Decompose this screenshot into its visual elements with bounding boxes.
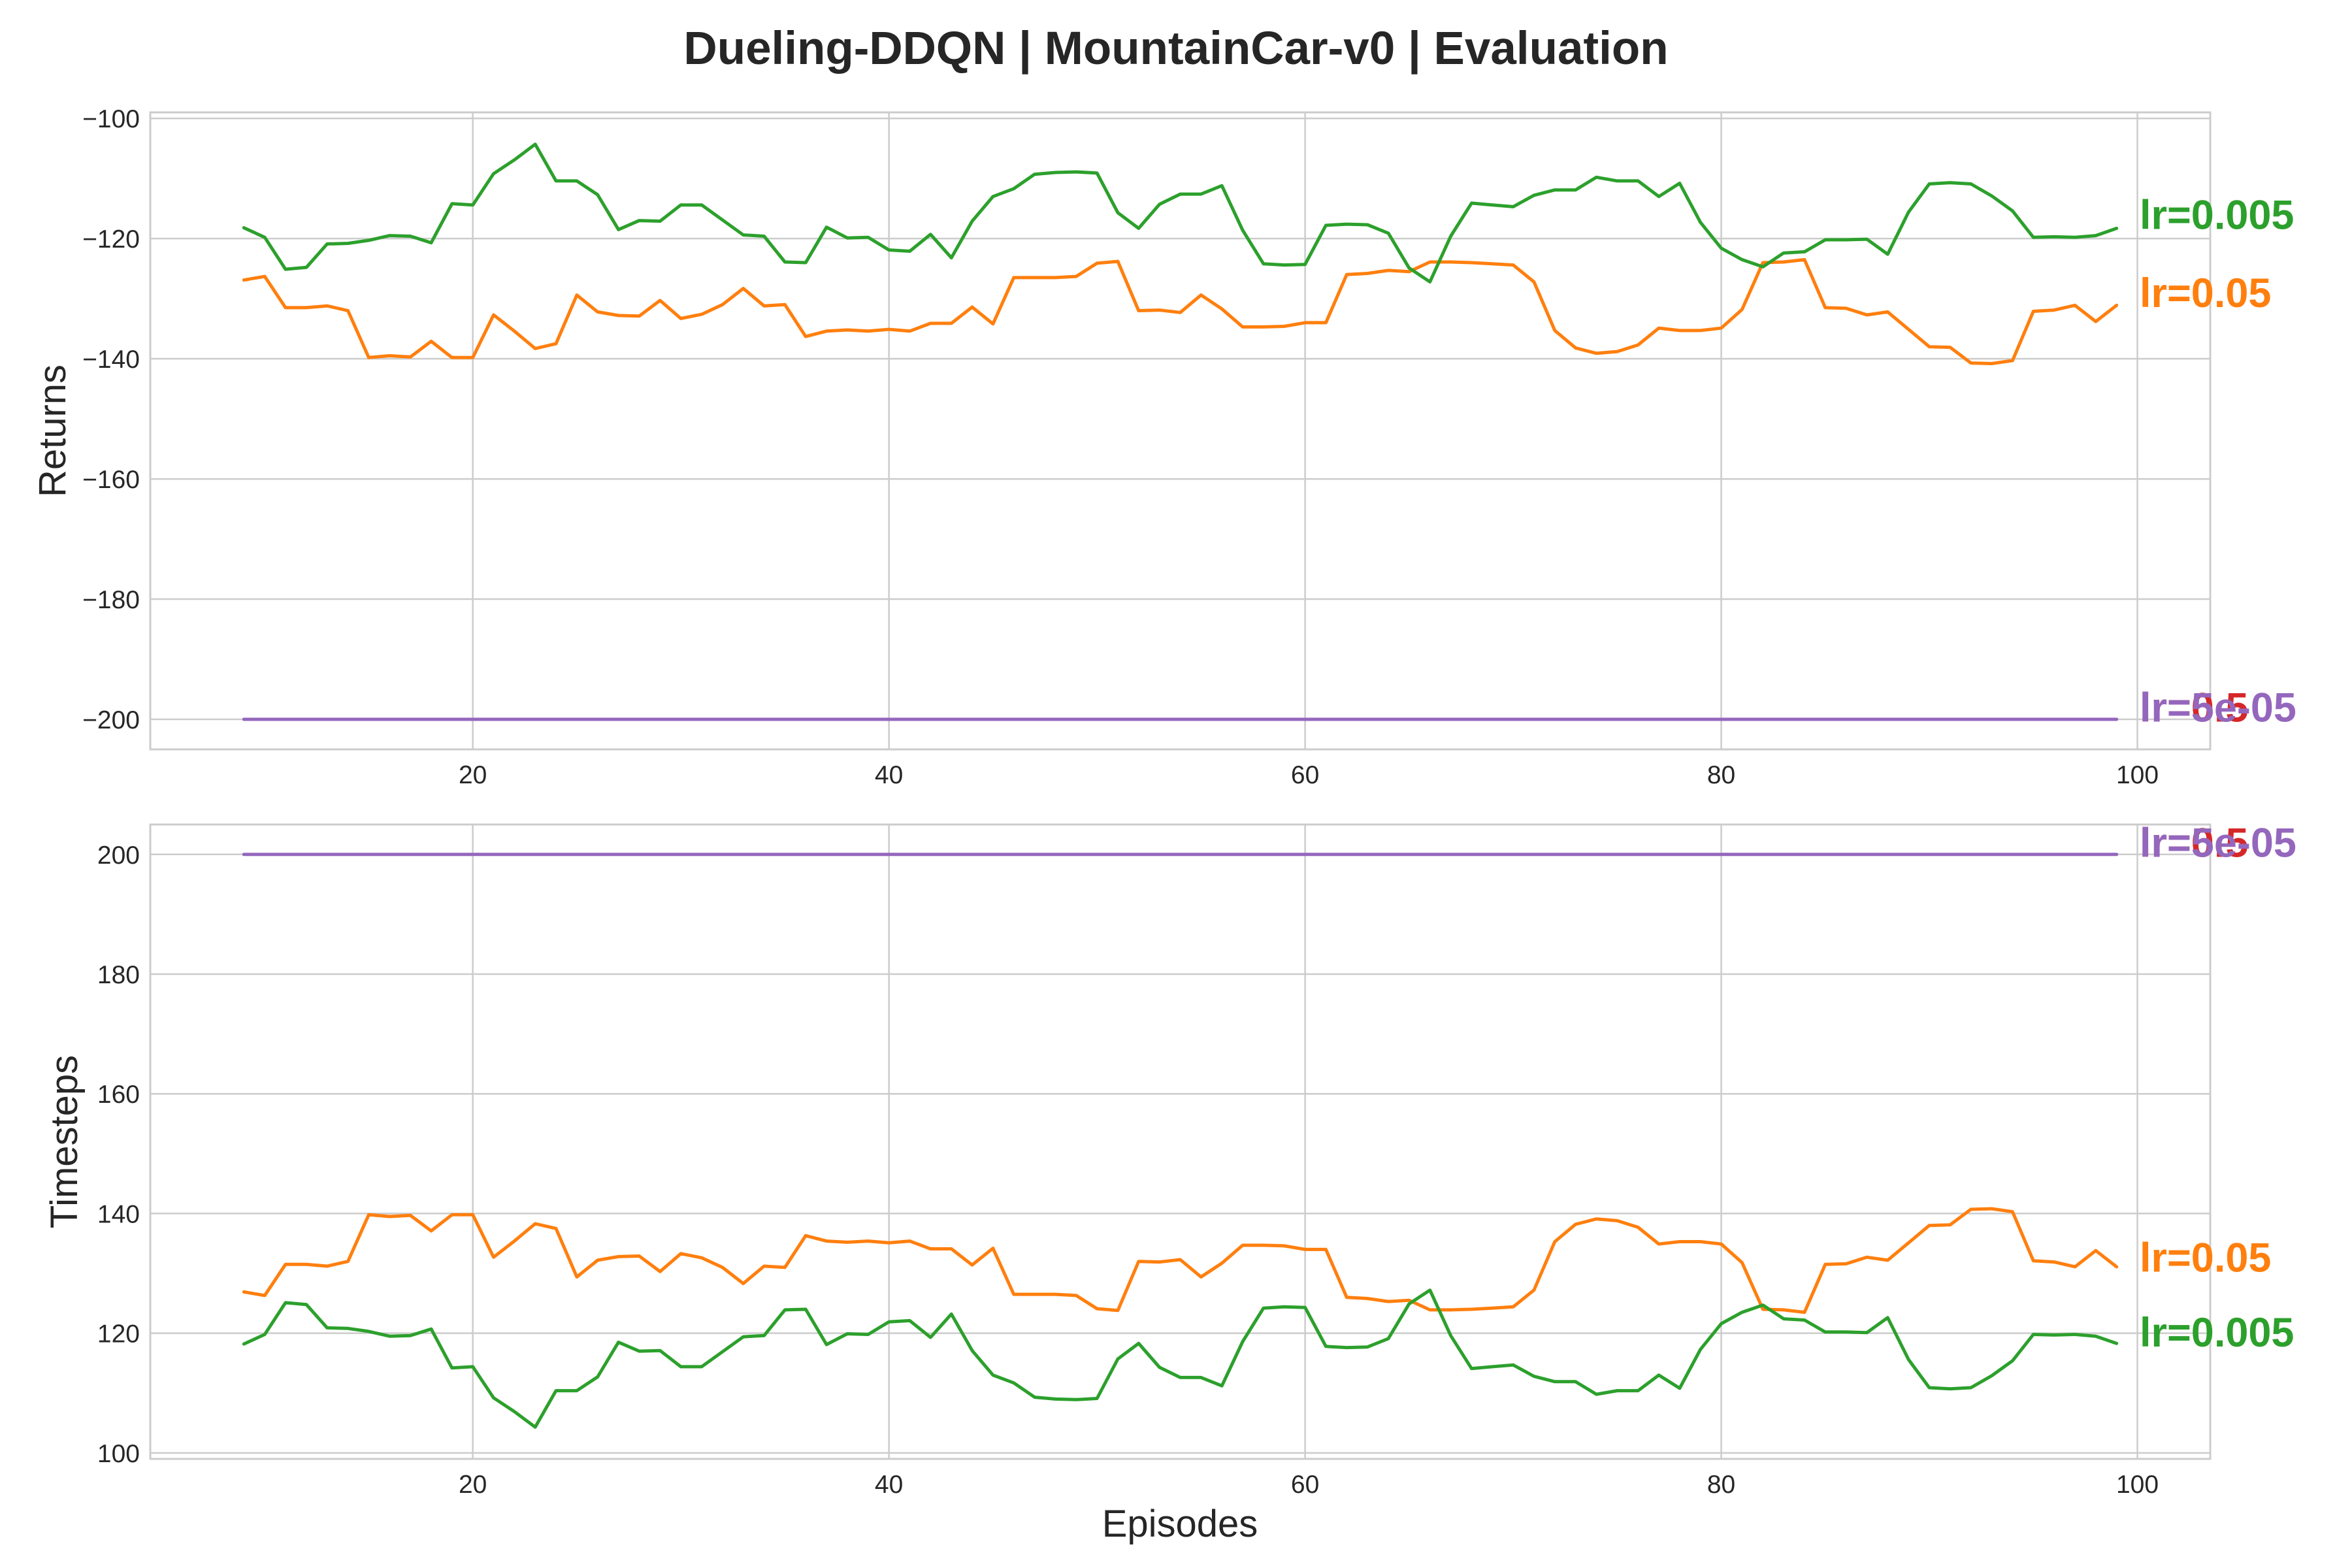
y-tick-label: 140 bbox=[97, 1200, 140, 1228]
x-tick-label: 80 bbox=[1707, 761, 1735, 789]
y-tick-label: −140 bbox=[82, 346, 140, 374]
end-label: lr=5e-05 bbox=[2140, 685, 2296, 731]
series-line-lr-0-005 bbox=[242, 142, 2119, 284]
series-line-lr-0-05 bbox=[242, 1207, 2119, 1315]
series-line-lr-0-005 bbox=[242, 1288, 2119, 1429]
timesteps-panel: 20 40 60 80 100 100 120 140 160 180 200 Timesteps lr… bbox=[43, 820, 2296, 1499]
y-tick-label: −120 bbox=[82, 225, 140, 253]
end-label: lr=0.5 bbox=[2140, 820, 2248, 866]
x-tick-label: 40 bbox=[875, 1471, 903, 1499]
end-label: lr=0.05 bbox=[2140, 270, 2271, 316]
returns-panel: 20 40 60 80 100 −100 −120 −140 −160 −180 −200 Retur… bbox=[31, 105, 2296, 789]
y-tick-label: −160 bbox=[82, 466, 140, 494]
chart-title: Dueling-DDQN | MountainCar-v0 | Evaluati… bbox=[683, 23, 1668, 74]
x-tick-label: 60 bbox=[1291, 761, 1319, 789]
y-tick-label: −200 bbox=[82, 706, 140, 734]
x-tick-label: 100 bbox=[2116, 761, 2159, 789]
y-tick-label: 120 bbox=[97, 1320, 140, 1348]
x-tick-label: 20 bbox=[459, 1471, 487, 1499]
end-label: lr=0.5 bbox=[2140, 685, 2248, 731]
y-tick-label: 100 bbox=[97, 1440, 140, 1468]
series-line-lr-0-05 bbox=[242, 257, 2119, 365]
y-axis-label: Timesteps bbox=[43, 1055, 86, 1228]
end-label: lr=5e-05 bbox=[2140, 820, 2296, 866]
x-tick-label: 80 bbox=[1707, 1471, 1735, 1499]
plot-frame bbox=[149, 111, 2212, 751]
end-label: lr=0.005 bbox=[2140, 192, 2294, 238]
x-tick-label: 40 bbox=[875, 761, 903, 789]
end-label: lr=0.005 bbox=[2140, 1310, 2294, 1356]
y-tick-label: 200 bbox=[97, 841, 140, 870]
y-tick-label: −180 bbox=[82, 586, 140, 614]
y-tick-label: 160 bbox=[97, 1081, 140, 1109]
x-tick-label: 20 bbox=[459, 761, 487, 789]
y-axis-label: Returns bbox=[31, 365, 74, 497]
end-label: lr=0.05 bbox=[2140, 1235, 2271, 1281]
x-tick-label: 60 bbox=[1291, 1471, 1319, 1499]
y-tick-label: −100 bbox=[82, 105, 140, 133]
y-tick-label: 180 bbox=[97, 961, 140, 989]
x-tick-label: 100 bbox=[2116, 1471, 2159, 1499]
plot-frame bbox=[149, 823, 2212, 1460]
x-axis-label: Episodes bbox=[1102, 1503, 1258, 1545]
